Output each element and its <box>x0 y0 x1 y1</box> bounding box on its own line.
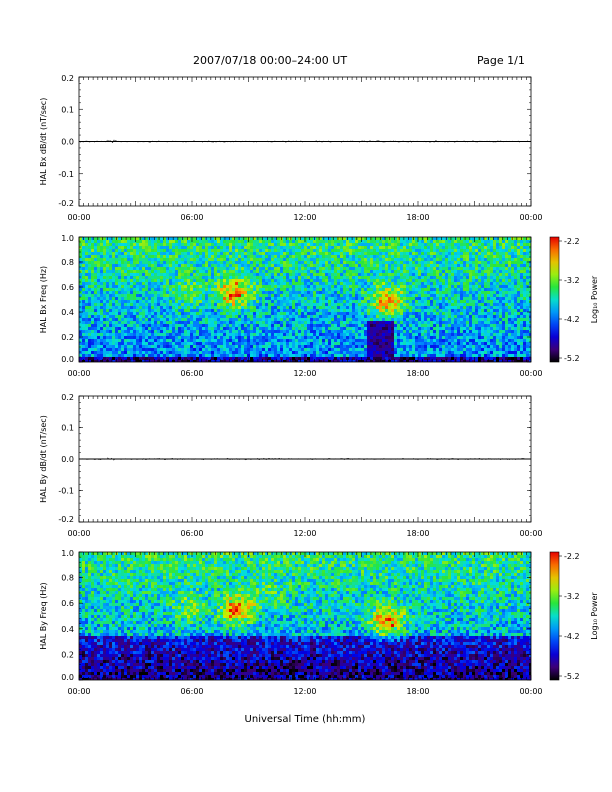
y-tick-label: 0.8 <box>61 574 74 583</box>
series-noise <box>78 139 531 144</box>
x-tick-label: 12:00 <box>293 529 316 538</box>
colorbar-tick-label: -3.2 <box>564 592 580 601</box>
y-tick-label: 0.4 <box>61 625 74 634</box>
colorbar-tick-label: -2.2 <box>564 237 580 246</box>
y-tick-label: 0.0 <box>61 455 74 464</box>
y-tick-label: 0.1 <box>61 105 74 114</box>
spectrogram <box>79 552 531 680</box>
colorbar-tick-label: -5.2 <box>564 354 580 363</box>
x-tick-label: 06:00 <box>180 687 203 696</box>
x-tick-label: 00:00 <box>67 687 90 696</box>
x-tick-label: 00:00 <box>67 369 90 378</box>
x-tick-label: 00:00 <box>519 369 542 378</box>
page-title: 2007/07/18 00:00–24:00 UT <box>193 54 348 67</box>
x-tick-label: 00:00 <box>67 213 90 222</box>
colorbar <box>549 236 560 363</box>
x-tick-label: 00:00 <box>519 213 542 222</box>
x-axis-label: Universal Time (hh:mm) <box>245 714 366 725</box>
y-tick-label: 0.0 <box>61 355 74 364</box>
x-tick-label: 18:00 <box>406 687 429 696</box>
y-axis-label: HAL Bx dB/dt (nT/sec) <box>39 98 48 186</box>
y-tick-label: -0.1 <box>58 487 74 496</box>
y-tick-label: 0.2 <box>61 74 74 83</box>
x-tick-label: 00:00 <box>67 529 90 538</box>
y-tick-label: 0.2 <box>61 650 74 659</box>
x-tick-label: 00:00 <box>519 687 542 696</box>
x-tick-label: 12:00 <box>293 687 316 696</box>
x-tick-label: 12:00 <box>293 213 316 222</box>
colorbar-tick-label: -4.2 <box>564 315 580 324</box>
x-tick-label: 18:00 <box>406 369 429 378</box>
y-tick-label: -0.2 <box>58 515 74 524</box>
y-axis-label: HAL Bx Freq (Hz) <box>39 266 48 333</box>
x-tick-label: 06:00 <box>180 369 203 378</box>
colorbar <box>549 551 560 681</box>
y-tick-label: 0.6 <box>61 283 74 292</box>
y-tick-label: 1.0 <box>61 549 74 558</box>
y-tick-label: 0.4 <box>61 308 74 317</box>
spectrogram <box>79 237 531 362</box>
x-tick-label: 06:00 <box>180 213 203 222</box>
y-tick-label: 0.2 <box>61 333 74 342</box>
x-tick-label: 18:00 <box>406 213 429 222</box>
x-tick-label: 18:00 <box>406 529 429 538</box>
y-tick-label: 0.1 <box>61 424 74 433</box>
series-noise <box>78 457 531 461</box>
y-tick-label: -0.2 <box>58 199 74 208</box>
y-tick-label: -0.1 <box>58 170 74 179</box>
y-tick-label: 0.0 <box>61 673 74 682</box>
colorbar-label: Log₁₀ Power <box>590 592 599 640</box>
x-tick-label: 00:00 <box>519 529 542 538</box>
colorbar-tick-label: -3.2 <box>564 276 580 285</box>
y-tick-label: 0.6 <box>61 599 74 608</box>
colorbar-label: Log₁₀ Power <box>590 275 599 323</box>
y-tick-label: 1.0 <box>61 234 74 243</box>
colorbar-tick-label: -2.2 <box>564 552 580 561</box>
colorbar-tick-label: -4.2 <box>564 632 580 641</box>
y-tick-label: 0.0 <box>61 138 74 147</box>
colorbar-tick-label: -5.2 <box>564 672 580 681</box>
x-tick-label: 12:00 <box>293 369 316 378</box>
y-axis-label: HAL By dB/dt (nT/sec) <box>39 415 48 503</box>
page-number: Page 1/1 <box>477 54 525 67</box>
y-axis-label: HAL By Freq (Hz) <box>39 582 48 649</box>
x-tick-label: 06:00 <box>180 529 203 538</box>
y-tick-label: 0.8 <box>61 258 74 267</box>
y-tick-label: 0.2 <box>61 393 74 402</box>
